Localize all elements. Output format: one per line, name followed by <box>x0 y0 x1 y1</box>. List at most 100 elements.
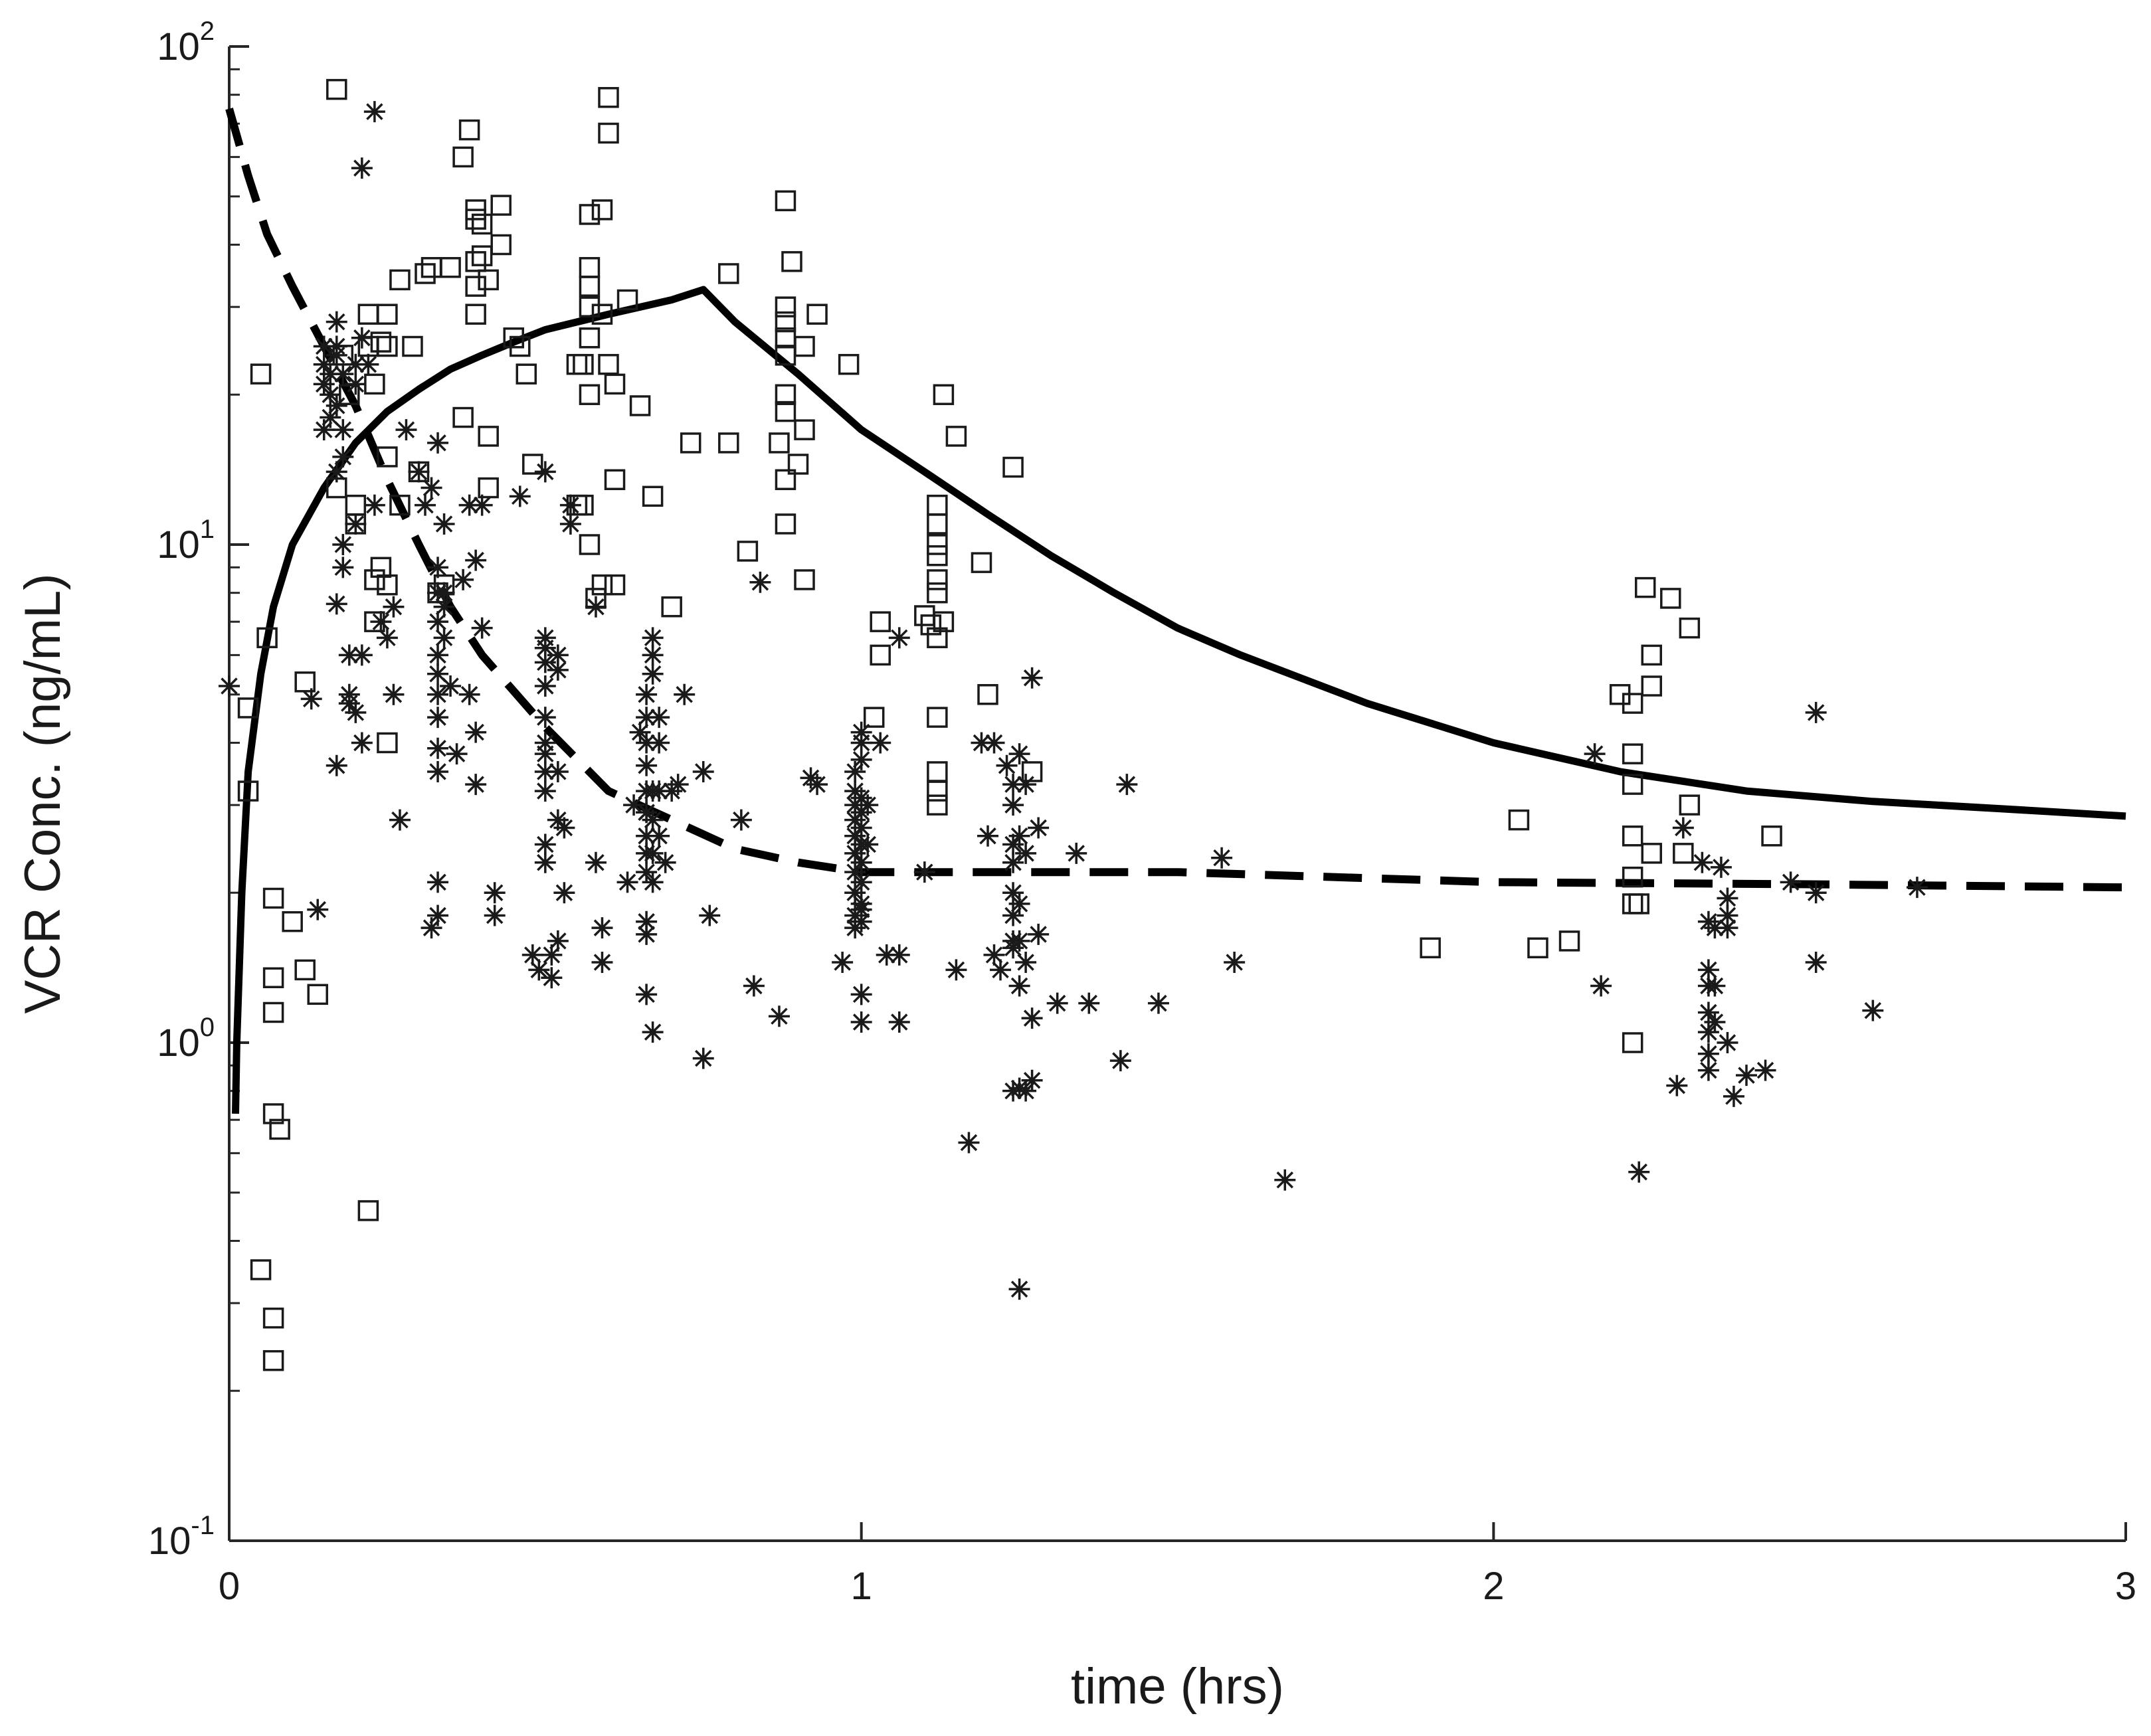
square-marker <box>478 477 499 499</box>
square-marker <box>927 545 948 566</box>
square-marker <box>629 395 651 416</box>
asterisk-marker <box>1008 930 1030 952</box>
asterisk-marker <box>313 373 335 395</box>
asterisk-marker <box>427 557 449 578</box>
asterisk-marker <box>395 419 417 441</box>
square-marker <box>269 1118 290 1140</box>
asterisk-marker <box>692 760 714 782</box>
asterisk-marker <box>1704 1011 1726 1033</box>
square-marker <box>927 707 948 728</box>
asterisk-marker <box>1704 975 1726 997</box>
asterisk-marker <box>850 817 872 839</box>
square-marker <box>1641 843 1662 864</box>
asterisk-marker <box>534 675 556 697</box>
asterisk-marker <box>553 882 575 904</box>
square-marker <box>1622 774 1643 795</box>
square-marker <box>775 469 796 490</box>
asterisk-marker <box>1736 1065 1757 1086</box>
asterisk-marker <box>446 743 468 765</box>
square-marker <box>262 887 284 909</box>
asterisk-marker <box>850 911 872 932</box>
square-marker <box>806 304 828 325</box>
asterisk-marker <box>376 627 398 649</box>
asterisk-marker <box>1805 701 1827 723</box>
asterisk-marker <box>1224 951 1246 973</box>
square-marker <box>1673 843 1694 864</box>
asterisk-marker <box>471 617 493 639</box>
asterisk-marker <box>326 311 347 333</box>
square-marker <box>927 627 948 649</box>
asterisk-marker <box>427 871 449 893</box>
asterisk-marker <box>1028 817 1050 839</box>
asterisk-marker <box>971 732 992 754</box>
asterisk-marker <box>648 825 670 847</box>
asterisk-marker <box>1862 999 1884 1021</box>
data-markers <box>219 78 1928 1371</box>
square-marker <box>256 627 278 649</box>
asterisk-marker <box>534 637 556 659</box>
square-marker <box>787 454 809 475</box>
square-marker <box>440 257 461 278</box>
asterisk-marker <box>427 737 449 759</box>
square-marker <box>490 195 512 216</box>
asterisk-marker <box>749 571 771 593</box>
square-marker <box>775 311 796 333</box>
square-marker <box>250 363 272 385</box>
asterisk-marker <box>983 944 1005 966</box>
asterisk-marker <box>471 494 493 516</box>
square-marker <box>794 419 815 440</box>
asterisk-marker <box>1002 833 1024 855</box>
asterisk-marker <box>357 353 379 375</box>
asterisk-marker <box>1717 917 1738 939</box>
asterisk-marker <box>1691 851 1713 873</box>
square-marker <box>971 552 992 573</box>
square-marker <box>870 644 891 666</box>
square-marker <box>604 373 626 395</box>
asterisk-marker <box>850 871 872 893</box>
square-marker <box>591 574 613 596</box>
square-marker <box>1508 809 1530 831</box>
asterisk-marker <box>1002 794 1024 816</box>
asterisk-marker <box>1028 923 1050 945</box>
asterisk-marker <box>427 905 449 926</box>
square-marker <box>490 234 512 256</box>
axis-labels: time (hrs) VCR Conc. (ng/mL) <box>15 573 1284 1715</box>
asterisk-marker <box>850 1011 872 1033</box>
asterisk-marker <box>1717 1032 1738 1053</box>
asterisk-marker <box>616 871 638 893</box>
square-marker <box>1527 937 1548 959</box>
square-marker <box>262 1103 284 1124</box>
square-marker <box>579 384 601 405</box>
asterisk-marker <box>636 754 658 776</box>
asterisk-marker <box>1717 887 1738 909</box>
asterisk-marker <box>313 335 335 357</box>
asterisk-marker <box>528 959 550 981</box>
asterisk-marker <box>636 984 658 1005</box>
square-marker <box>718 432 739 454</box>
asterisk-marker <box>433 582 455 604</box>
square-marker <box>370 331 392 353</box>
x-tick-label: 0 <box>219 1565 240 1608</box>
square-marker <box>927 534 948 555</box>
square-marker <box>604 574 626 596</box>
asterisk-marker <box>320 363 341 385</box>
square-marker <box>515 363 537 385</box>
asterisk-marker <box>534 851 556 873</box>
asterisk-marker <box>1906 877 1928 899</box>
square-marker <box>616 289 638 311</box>
square-marker <box>294 959 316 981</box>
asterisk-marker <box>465 774 487 796</box>
asterisk-marker <box>642 663 664 685</box>
asterisk-marker <box>1002 774 1024 796</box>
asterisk-marker <box>1274 1169 1296 1191</box>
square-marker <box>604 469 626 490</box>
square-marker <box>1628 893 1649 914</box>
y-axis-label: VCR Conc. (ng/mL) <box>15 573 71 1013</box>
asterisk-marker <box>636 732 658 754</box>
asterisk-marker <box>363 101 385 123</box>
square-marker <box>465 209 486 230</box>
asterisk-marker <box>1723 1085 1744 1107</box>
x-tick-label: 1 <box>851 1565 872 1608</box>
asterisk-marker <box>888 627 910 649</box>
